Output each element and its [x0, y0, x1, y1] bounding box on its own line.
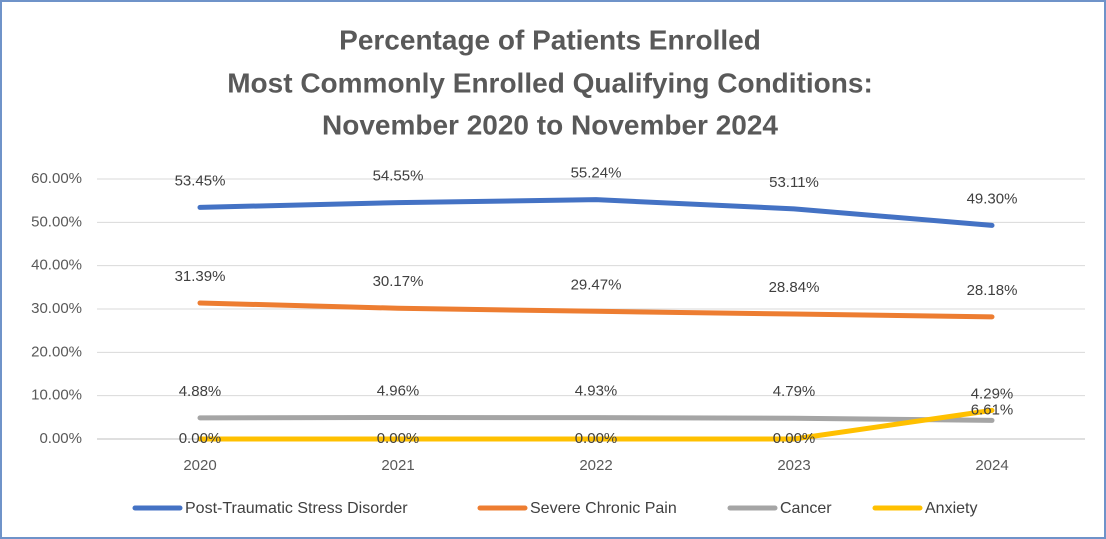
data-label: 0.00%	[179, 430, 222, 447]
x-tick-label: 2020	[183, 457, 216, 474]
data-label: 0.00%	[773, 430, 816, 447]
x-tick-label: 2024	[975, 457, 1008, 474]
y-tick-label: 10.00%	[31, 387, 82, 404]
series-line	[197, 407, 995, 442]
data-label: 53.11%	[769, 174, 819, 191]
chart-title: Percentage of Patients Enrolled	[339, 24, 761, 55]
data-label: 4.79%	[773, 383, 816, 400]
series-line	[197, 300, 995, 320]
data-label: 4.88%	[179, 383, 222, 400]
y-tick-label: 0.00%	[39, 430, 82, 447]
data-label: 28.18%	[967, 282, 1018, 299]
y-tick-label: 60.00%	[31, 170, 82, 187]
legend-label: Severe Chronic Pain	[530, 500, 677, 517]
data-label: 0.00%	[575, 430, 618, 447]
data-label: 30.17%	[373, 273, 424, 290]
data-label: 31.39%	[175, 268, 226, 285]
data-label: 6.61%	[971, 401, 1014, 418]
x-tick-label: 2023	[777, 457, 810, 474]
y-tick-label: 20.00%	[31, 343, 82, 360]
series-line	[197, 197, 995, 228]
data-label: 28.84%	[769, 279, 820, 296]
data-label: 55.24%	[571, 165, 622, 182]
y-tick-label: 40.00%	[31, 257, 82, 274]
data-label: 0.00%	[377, 430, 420, 447]
data-label: 4.96%	[377, 382, 420, 399]
data-label: 53.45%	[175, 172, 226, 189]
data-label: 29.47%	[571, 276, 622, 293]
series-line	[197, 415, 995, 423]
y-tick-label: 30.00%	[31, 300, 82, 317]
data-label: 4.29%	[971, 385, 1014, 402]
x-tick-label: 2021	[381, 457, 414, 474]
x-tick-label: 2022	[579, 457, 612, 474]
legend-label: Anxiety	[925, 500, 977, 517]
chart-title: November 2020 to November 2024	[322, 109, 778, 140]
chart-title: Most Commonly Enrolled Qualifying Condit…	[227, 67, 873, 98]
legend-label: Cancer	[780, 500, 832, 517]
data-label: 4.93%	[575, 383, 618, 400]
data-label: 54.55%	[373, 168, 424, 185]
legend-label: Post-Traumatic Stress Disorder	[185, 500, 408, 517]
data-label: 49.30%	[967, 190, 1018, 207]
y-tick-label: 50.00%	[31, 213, 82, 230]
